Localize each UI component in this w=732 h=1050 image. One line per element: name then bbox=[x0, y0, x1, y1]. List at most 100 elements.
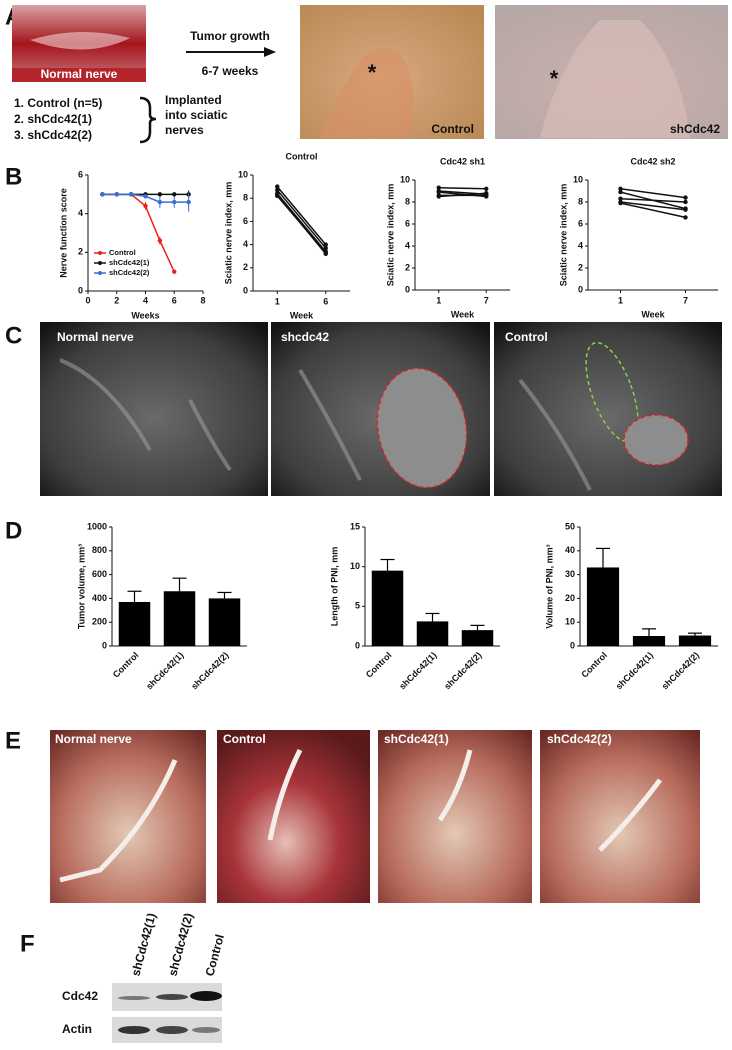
band bbox=[156, 1026, 188, 1034]
x-tick-label: shCdc42(2) bbox=[189, 650, 230, 691]
panel-letter: B bbox=[5, 163, 22, 190]
x-tick-label: 2 bbox=[114, 295, 119, 305]
panel-letter: D bbox=[5, 517, 22, 544]
y-tick-label: 400 bbox=[92, 593, 107, 603]
group-item: 3. shCdc42(2) bbox=[14, 128, 92, 142]
x-tick-label: shCdc42(1) bbox=[144, 650, 185, 691]
point bbox=[618, 196, 623, 201]
x-tick-label: 7 bbox=[484, 295, 489, 305]
point bbox=[186, 199, 191, 205]
y-axis-label: Tumor volume, mm³ bbox=[76, 544, 86, 629]
band bbox=[190, 991, 222, 1001]
y-tick-label: 10 bbox=[400, 174, 410, 184]
image-label: shCdc42(1) bbox=[384, 732, 449, 746]
y-tick-label: 40 bbox=[565, 545, 575, 555]
panel-letter: E bbox=[5, 727, 21, 754]
chart-title: Cdc42 sh2 bbox=[630, 156, 675, 166]
bracket-text: into sciatic bbox=[165, 108, 228, 122]
bracket bbox=[139, 96, 157, 144]
bar bbox=[461, 630, 494, 646]
point bbox=[172, 199, 177, 205]
y-tick-label: 0 bbox=[78, 285, 83, 295]
legend-label: shCdc42(2) bbox=[109, 268, 150, 277]
lane-label: shCdc42(2) bbox=[165, 911, 195, 977]
x-tick-label: shCdc42(1) bbox=[614, 650, 655, 691]
marker: * bbox=[550, 66, 559, 91]
image-label: shCdc42(2) bbox=[547, 732, 612, 746]
photo bbox=[378, 730, 532, 903]
y-tick-label: 2 bbox=[78, 247, 83, 257]
arrow-head bbox=[264, 47, 276, 57]
point bbox=[143, 194, 148, 199]
mri-image bbox=[40, 322, 268, 496]
legend-label: shCdc42(1) bbox=[109, 258, 150, 267]
panel-letter: F bbox=[20, 930, 35, 957]
image-label: Control bbox=[505, 330, 548, 344]
point bbox=[436, 194, 441, 199]
y-tick-label: 4 bbox=[578, 240, 583, 250]
series-line bbox=[620, 197, 686, 203]
point bbox=[683, 207, 688, 212]
y-tick-label: 6 bbox=[243, 216, 248, 226]
x-axis-label: Week bbox=[290, 310, 314, 320]
series-line bbox=[276, 186, 327, 246]
x-tick-label: 6 bbox=[172, 295, 177, 305]
point bbox=[114, 192, 119, 197]
y-tick-label: 2 bbox=[405, 262, 410, 272]
y-axis-label: Nerve function score bbox=[58, 188, 68, 278]
y-tick-label: 8 bbox=[243, 193, 248, 203]
point bbox=[275, 187, 280, 193]
y-tick-label: 8 bbox=[405, 196, 410, 206]
y-tick-label: 6 bbox=[78, 169, 83, 179]
group-item: 2. shCdc42(1) bbox=[14, 112, 92, 126]
y-tick-label: 2 bbox=[243, 262, 248, 272]
panel-letter: C bbox=[5, 322, 22, 349]
series-line bbox=[438, 186, 487, 190]
series-line bbox=[620, 202, 686, 219]
image-label: shcdc42 bbox=[281, 330, 329, 344]
band bbox=[156, 994, 188, 1000]
bar bbox=[586, 567, 620, 646]
series-line bbox=[438, 192, 487, 198]
x-tick-label: 6 bbox=[323, 296, 328, 306]
marker: * bbox=[368, 60, 377, 85]
series-line bbox=[620, 188, 686, 199]
y-tick-label: 600 bbox=[92, 569, 107, 579]
bar bbox=[163, 591, 196, 646]
y-axis-label: Length of PNI, mm bbox=[329, 547, 339, 627]
legend-marker bbox=[98, 251, 102, 255]
legend-marker bbox=[98, 271, 102, 275]
y-tick-label: 0 bbox=[355, 640, 360, 650]
y-tick-label: 20 bbox=[565, 593, 575, 603]
series-line bbox=[620, 201, 686, 211]
bar bbox=[208, 598, 241, 646]
y-tick-label: 10 bbox=[238, 169, 248, 179]
bar bbox=[371, 570, 404, 646]
y-tick-label: 0 bbox=[102, 640, 107, 650]
x-tick-label: Control bbox=[111, 650, 141, 680]
y-tick-label: 15 bbox=[350, 521, 360, 531]
legend-marker bbox=[98, 261, 102, 265]
x-tick-label: Control bbox=[579, 650, 609, 680]
lane-label: shCdc42(1) bbox=[128, 911, 158, 977]
x-tick-label: 4 bbox=[143, 295, 148, 305]
y-tick-label: 8 bbox=[578, 196, 583, 206]
series-line bbox=[276, 193, 327, 253]
x-tick-label: Control bbox=[364, 650, 394, 680]
point bbox=[436, 189, 441, 195]
point bbox=[683, 195, 688, 200]
series-line bbox=[276, 189, 327, 249]
bar bbox=[632, 636, 666, 646]
x-tick-label: 7 bbox=[683, 295, 688, 305]
point bbox=[143, 203, 148, 209]
point bbox=[618, 189, 623, 195]
photo-detail bbox=[540, 20, 690, 138]
photo-detail bbox=[30, 31, 130, 50]
bracket-text: nerves bbox=[165, 123, 204, 137]
y-tick-label: 0 bbox=[243, 285, 248, 295]
photo-label: shCdc42 bbox=[670, 122, 720, 136]
y-tick-label: 4 bbox=[405, 240, 410, 250]
x-tick-label: shCdc42(1) bbox=[397, 650, 438, 691]
point bbox=[323, 250, 328, 255]
